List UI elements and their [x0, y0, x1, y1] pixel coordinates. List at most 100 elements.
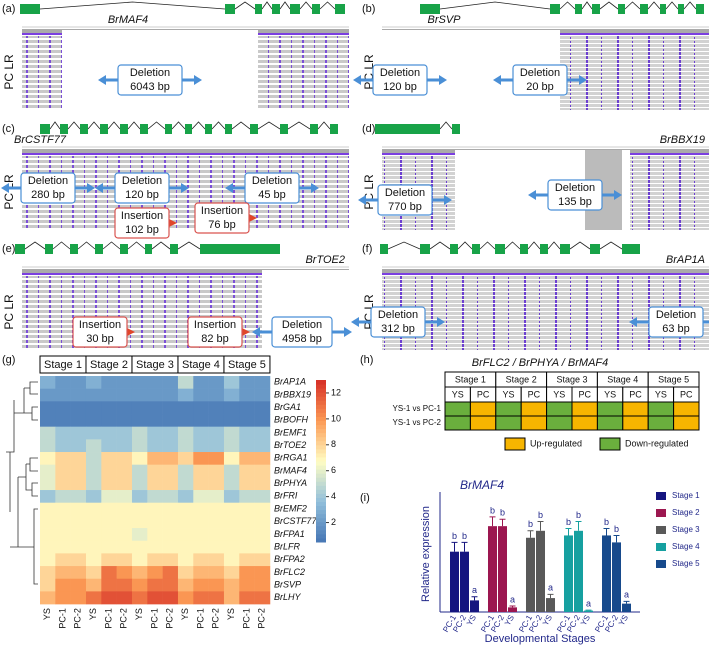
intron: [683, 1, 697, 10]
heatmap-cell: [40, 591, 56, 605]
heatmap-cell: [254, 502, 271, 516]
callout-size: 4958 bp: [282, 333, 322, 345]
heatmap-cell: [193, 540, 209, 554]
gene-label: BrGA1: [274, 402, 301, 412]
intron: [151, 241, 171, 250]
callout-size: 312 bp: [381, 323, 415, 335]
colorbar-step: [316, 537, 326, 543]
error-bar: [499, 518, 506, 527]
heatmap-cell: [131, 452, 148, 465]
exon: [70, 244, 78, 254]
heatmap-cell: [254, 540, 271, 554]
callout-kind: Deletion: [252, 175, 292, 187]
gene-label: BrBBX19: [274, 389, 311, 399]
callout-size: 120 bp: [125, 189, 159, 201]
coverage: [382, 269, 709, 274]
heatmap-cell: [85, 376, 102, 389]
significance: a: [624, 590, 629, 600]
heatmap-cell: [162, 464, 179, 478]
column-label: YS: [88, 608, 98, 620]
colorbar-step: [316, 384, 326, 389]
state-cell: [546, 401, 573, 417]
gene-label: BrSVP: [274, 579, 301, 589]
heatmap-cell: [147, 376, 163, 389]
intron: [234, 1, 256, 10]
state-cell: [469, 415, 497, 431]
error-bar: [489, 516, 496, 527]
heatmap-cell: [85, 515, 102, 529]
sub-label: YS: [452, 389, 464, 399]
heatmap-cell: [131, 553, 148, 567]
callout-size: 82 bp: [201, 333, 229, 345]
exon: [290, 4, 300, 14]
heatmap-cell: [162, 515, 179, 529]
callout-box: [372, 64, 428, 96]
heatmap-cell: [223, 490, 240, 503]
significance: a: [510, 594, 515, 604]
heatmap-cell: [147, 388, 163, 402]
error-bar: [471, 596, 478, 601]
error-bar: [451, 541, 458, 552]
exon: [250, 124, 258, 134]
intron: [67, 121, 81, 130]
state-cell: [647, 415, 675, 431]
heatmap-panel: (g) Stage 1 Stage 2 Stage 3 Stage 4 Stage 5 Br…: [2, 354, 341, 629]
heatmap-cell: [85, 452, 102, 465]
heatmap-cell: [70, 578, 87, 592]
callout-kind: Deletion: [378, 309, 418, 321]
heatmap-cell: [101, 502, 117, 516]
heatmap-cell: [177, 401, 194, 415]
heatmap-cell: [116, 439, 133, 453]
heatmap-cell: [85, 426, 102, 440]
heatmap-cell: [223, 477, 240, 491]
intron: [171, 121, 186, 130]
heatmap-cell: [40, 566, 56, 580]
panel-label: (e): [2, 243, 15, 255]
heatmap-cell: [40, 426, 56, 440]
heatmap-cell: [193, 502, 209, 516]
heatmap-cell: [193, 528, 209, 542]
heatmap-cell: [208, 376, 225, 389]
callout-box: [114, 207, 170, 239]
legend-swatch: [656, 543, 666, 551]
gene-name: BrCSTF77: [14, 134, 67, 146]
heatmap-cell: [55, 528, 71, 542]
bar: [508, 607, 517, 612]
heatmap-cell: [208, 388, 225, 402]
significance: a: [548, 583, 553, 593]
heatmap-cell: [223, 376, 240, 389]
heatmap-cell: [40, 388, 56, 402]
heatmap-cell: [208, 528, 225, 542]
insert-arrow: [242, 328, 250, 336]
intron: [191, 121, 206, 130]
heatmap-cell: [131, 426, 148, 440]
heatmap-cell: [162, 388, 179, 402]
colorbar-step: [316, 416, 326, 421]
callout-box: [377, 184, 433, 216]
panel: (c)BrCSTF77 PC LR Deletion 280 bp Deletion 12…: [1, 121, 349, 239]
exon: [20, 4, 40, 14]
heatmap-cell: [85, 490, 102, 503]
significance: b: [576, 510, 581, 520]
heatmap-cell: [40, 464, 56, 478]
heatmap-cell: [208, 439, 225, 453]
colorbar-step: [316, 477, 326, 482]
heatmap-cell: [162, 426, 179, 440]
heatmap-cell: [147, 477, 163, 491]
heatmap-cell: [223, 578, 240, 592]
coverage-top: [22, 273, 349, 275]
gene-label: BrFRI: [274, 491, 298, 501]
error-bar: [623, 600, 630, 604]
heatmap-cell: [193, 452, 209, 465]
heatmap-cell: [254, 414, 271, 427]
heatmap-cell: [116, 540, 133, 554]
arrow-head: [311, 183, 319, 193]
heatmap-cell: [101, 477, 117, 491]
colorbar-step: [316, 444, 326, 450]
intron: [429, 241, 451, 250]
exon: [560, 244, 570, 254]
heatmap-cell: [177, 477, 194, 491]
exon: [40, 124, 50, 134]
exon: [45, 244, 53, 254]
state-cell: [520, 401, 548, 417]
